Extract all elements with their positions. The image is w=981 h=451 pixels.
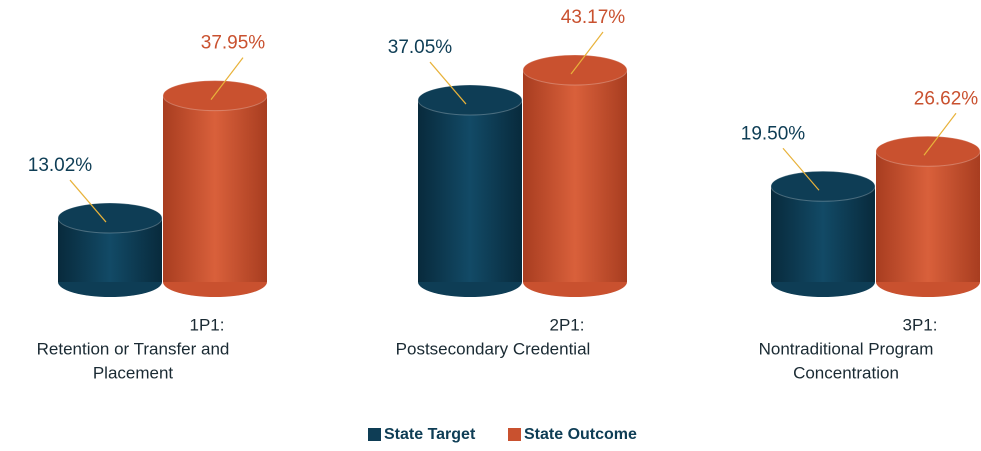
cylinder-top <box>57 202 163 234</box>
leader-line <box>923 112 957 156</box>
cylinder-body <box>523 70 627 282</box>
x-tick-label: Nontraditional Program <box>759 339 934 358</box>
legend-swatch <box>368 428 381 441</box>
cylinder-body <box>876 151 980 282</box>
leader-line <box>570 31 604 75</box>
cylinder-body <box>418 100 522 283</box>
x-tick-label: 1P1: <box>190 315 225 334</box>
leader-line <box>429 61 467 105</box>
cylinder-top <box>770 170 876 202</box>
cylinder-body <box>771 186 875 282</box>
cylinder-top <box>162 80 268 112</box>
value-label: 37.05% <box>388 37 453 58</box>
leader-line <box>782 147 820 191</box>
legend-label: State Outcome <box>524 426 637 443</box>
value-label: 19.50% <box>741 123 806 144</box>
x-tick-label: 3P1: <box>903 315 938 334</box>
cylinder-top <box>522 54 628 86</box>
cylinder-top <box>875 135 981 167</box>
value-label: 26.62% <box>914 88 979 109</box>
leader-line <box>210 57 244 100</box>
legend-swatch <box>508 428 521 441</box>
x-tick-label: Placement <box>93 363 174 382</box>
leader-line <box>69 179 107 223</box>
value-label: 13.02% <box>28 155 93 176</box>
legend-label: State Target <box>384 426 476 443</box>
x-tick-label: Postsecondary Credential <box>396 339 591 358</box>
x-tick-label: Retention or Transfer and <box>37 339 230 358</box>
x-tick-label: Concentration <box>793 363 899 382</box>
value-label: 37.95% <box>201 33 266 54</box>
cylinder-top <box>417 84 523 116</box>
cylinder-body <box>163 95 267 283</box>
value-label: 43.17% <box>561 7 626 28</box>
x-tick-label: 2P1: <box>550 315 585 334</box>
